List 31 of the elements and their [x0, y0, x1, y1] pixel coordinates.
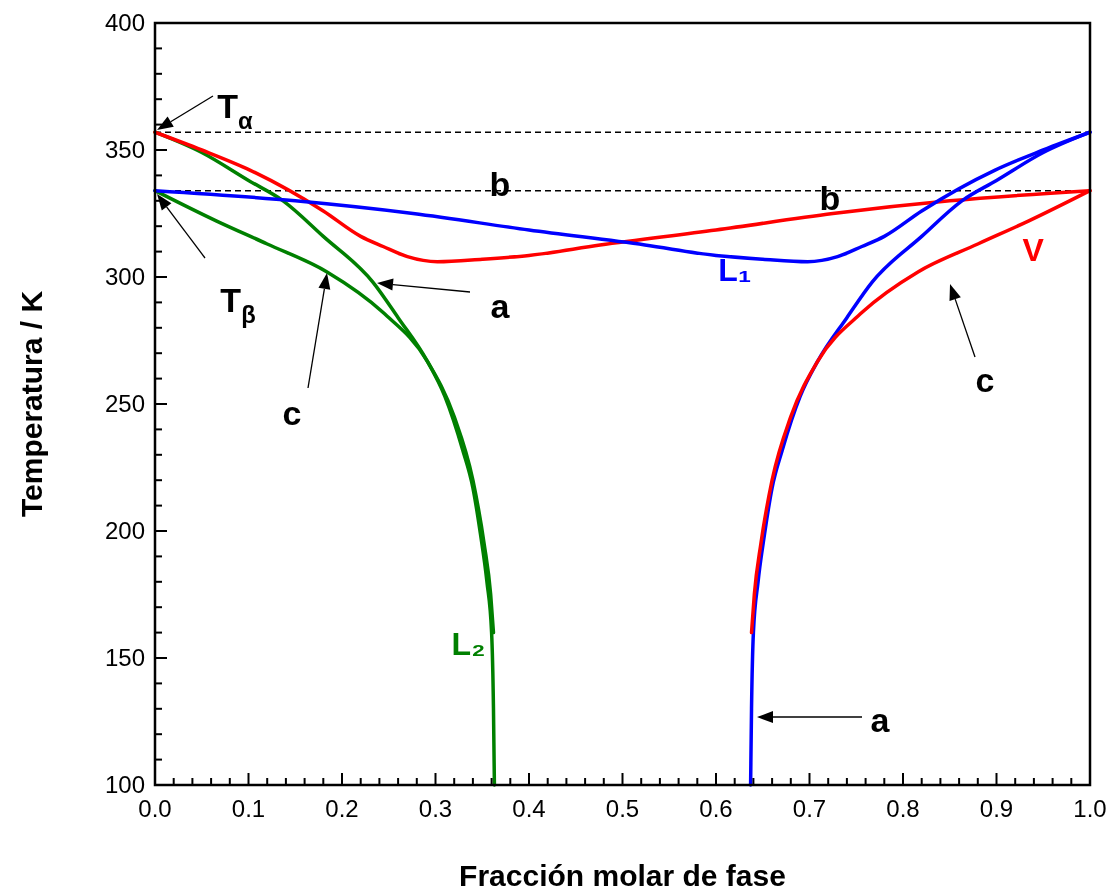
series-label: L₂ [451, 625, 486, 662]
x-tick-label: 0.9 [979, 795, 1014, 822]
annotation: b [489, 165, 511, 203]
x-tick-label: 0.2 [325, 795, 359, 822]
y-tick-label: 400 [104, 9, 145, 36]
series-label: L₁ [718, 252, 752, 289]
x-tick-label: 0.5 [605, 795, 640, 822]
y-axis-title: Temperatura / K [15, 290, 48, 518]
x-tick-label: 0.3 [418, 795, 453, 822]
y-tick-label: 200 [104, 517, 145, 544]
y-tick-label: 300 [104, 263, 145, 290]
x-tick-label: 0.7 [792, 795, 827, 822]
y-tick-label: 250 [104, 390, 145, 417]
x-tick-label: 0.0 [138, 795, 172, 822]
x-axis-title: Fracción molar de fase [459, 859, 786, 892]
annotation: a [490, 287, 511, 325]
x-tick-label: 0.4 [512, 795, 546, 822]
series-label: V [1022, 232, 1045, 269]
annotation: T$_{α}$ [217, 87, 254, 134]
x-tick-label: 0.8 [886, 795, 920, 822]
y-tick-label: 350 [104, 136, 145, 163]
y-tick-label: 100 [104, 771, 145, 798]
annotation: T$_{β}$ [220, 281, 256, 328]
annotation: a [870, 701, 891, 739]
x-tick-label: 0.1 [231, 795, 266, 822]
y-tick-label: 150 [104, 644, 145, 671]
x-tick-label: 1.0 [1073, 795, 1107, 822]
annotation: c [282, 394, 302, 432]
annotation: c [975, 361, 995, 399]
x-tick-label: 0.6 [699, 795, 733, 822]
annotation: b [819, 179, 841, 217]
